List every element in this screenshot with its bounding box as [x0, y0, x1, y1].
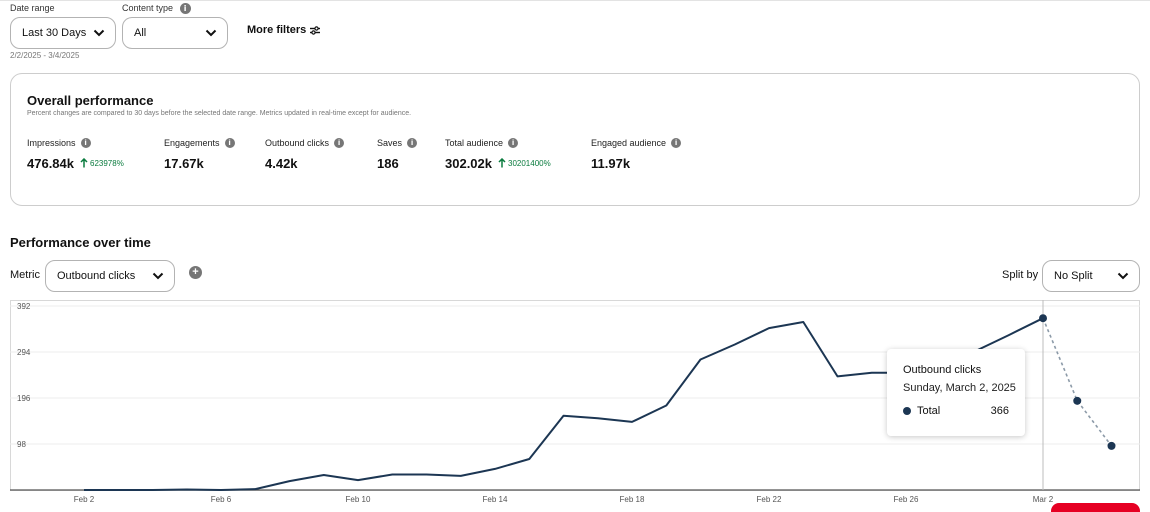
x-tick-label: Mar 2 — [1033, 495, 1054, 504]
date-range-select[interactable]: Last 30 Days — [10, 17, 116, 49]
red-action-button[interactable] — [1051, 503, 1140, 512]
metric-value: 302.02k — [445, 156, 492, 171]
content-type-value: All — [134, 27, 147, 39]
split-by-select[interactable]: No Split — [1042, 260, 1140, 292]
metric-change: 30201400% — [498, 158, 551, 168]
date-range-value: Last 30 Days — [22, 27, 87, 39]
metric-value: 186 — [377, 156, 399, 171]
split-by-label: Split by — [1002, 269, 1039, 281]
x-tick-label: Feb 2 — [74, 495, 95, 504]
more-filters-button[interactable]: More filters — [247, 24, 321, 36]
metric-engaged-audience: Engaged audience i 11.97k — [591, 138, 682, 171]
y-tick-label: 196 — [17, 394, 31, 403]
metric-value: 4.42k — [265, 156, 298, 171]
tooltip-title: Outbound clicks — [903, 364, 982, 376]
top-divider — [0, 0, 1150, 1]
metric-label: Outbound clicks — [265, 138, 330, 148]
add-metric-icon[interactable]: + — [189, 266, 202, 279]
info-icon[interactable]: i — [407, 138, 418, 148]
metric-select[interactable]: Outbound clicks — [45, 260, 175, 292]
x-tick-label: Feb 6 — [211, 495, 232, 504]
x-tick-label: Feb 10 — [346, 495, 371, 504]
metric-saves: Saves i 186 — [377, 138, 418, 171]
series-line — [84, 317, 1044, 491]
metric-label: Saves — [377, 138, 403, 148]
content-type-label: Content type — [122, 3, 174, 13]
filter-sliders-icon — [310, 25, 321, 35]
metric-impressions: Impressions i 476.84k 623978% — [27, 138, 124, 171]
series-dot — [903, 407, 911, 415]
info-icon[interactable]: i — [508, 138, 519, 148]
card-title: Overall performance — [27, 93, 154, 108]
metric-total-audience: Total audience i 302.02k 30201400% — [445, 138, 551, 171]
metric-select-value: Outbound clicks — [57, 270, 136, 282]
y-tick-label: 294 — [17, 348, 31, 357]
info-icon[interactable]: i — [80, 138, 91, 148]
tooltip-value: 366 — [990, 405, 1009, 417]
y-tick-label: 98 — [17, 440, 26, 449]
x-tick-label: Feb 22 — [757, 495, 782, 504]
chevron-down-icon — [93, 29, 105, 37]
info-icon[interactable]: i — [179, 3, 191, 14]
arrow-up-icon — [498, 158, 506, 168]
more-filters-label: More filters — [247, 24, 307, 36]
chevron-down-icon — [1117, 272, 1129, 280]
metric-value: 17.67k — [164, 156, 204, 171]
content-type-select[interactable]: All — [122, 17, 228, 49]
metric-label: Impressions — [27, 138, 76, 148]
card-subtitle: Percent changes are compared to 30 days … — [27, 110, 412, 117]
forecast-series-line — [1042, 317, 1113, 447]
tooltip-row: Total 366 — [903, 405, 1009, 417]
metric-change-value: 30201400% — [508, 158, 551, 168]
info-icon[interactable]: i — [334, 138, 345, 148]
x-tick-label: Feb 14 — [483, 495, 508, 504]
split-by-value: No Split — [1054, 270, 1093, 282]
metric-change: 623978% — [80, 158, 124, 168]
arrow-up-icon — [80, 158, 88, 168]
section-title: Performance over time — [10, 235, 151, 250]
metric-value: 476.84k — [27, 156, 74, 171]
content-type-label-wrap: Content type i — [122, 3, 191, 14]
y-tick-label: 392 — [17, 302, 31, 311]
tooltip-date: Sunday, March 2, 2025 — [903, 382, 1016, 394]
metric-engagements: Engagements i 17.67k — [164, 138, 235, 171]
chart-tooltip: Outbound clicks Sunday, March 2, 2025 To… — [887, 349, 1025, 436]
metric-change-value: 623978% — [90, 158, 124, 168]
info-icon[interactable]: i — [671, 138, 682, 148]
info-icon[interactable]: i — [224, 138, 235, 148]
metric-label: Engaged audience — [591, 138, 667, 148]
date-range-hint: 2/2/2025 - 3/4/2025 — [10, 51, 80, 60]
date-range-label: Date range — [10, 3, 55, 13]
chevron-down-icon — [152, 272, 164, 280]
metric-value: 11.97k — [591, 156, 631, 171]
metric-label: Total audience — [445, 138, 504, 148]
metric-outbound-clicks: Outbound clicks i 4.42k — [265, 138, 345, 171]
data-point — [1073, 396, 1082, 405]
performance-line-chart[interactable]: 392 294 196 98 Feb 2 Feb 6 Feb 10 Feb 14 Feb 18 F… — [0, 296, 1150, 512]
metric-select-label: Metric — [10, 269, 40, 281]
tooltip-series: Total — [917, 405, 941, 417]
x-tick-label: Feb 26 — [894, 495, 919, 504]
chevron-down-icon — [205, 29, 217, 37]
data-point — [1039, 314, 1047, 323]
x-tick-label: Feb 18 — [620, 495, 645, 504]
data-point — [1107, 441, 1116, 450]
overall-performance-card: Overall performance Percent changes are … — [10, 73, 1140, 206]
metric-label: Engagements — [164, 138, 220, 148]
